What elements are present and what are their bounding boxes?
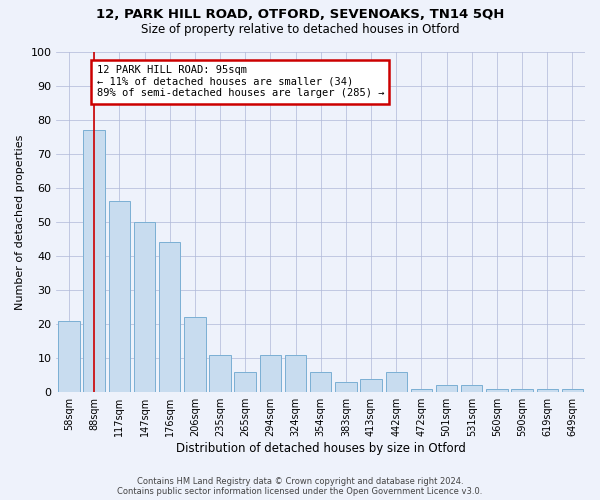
Bar <box>184 318 206 392</box>
Text: 12, PARK HILL ROAD, OTFORD, SEVENOAKS, TN14 5QH: 12, PARK HILL ROAD, OTFORD, SEVENOAKS, T… <box>96 8 504 20</box>
Bar <box>260 354 281 392</box>
Bar <box>486 389 508 392</box>
Text: Size of property relative to detached houses in Otford: Size of property relative to detached ho… <box>140 22 460 36</box>
Bar <box>159 242 181 392</box>
Bar <box>511 389 533 392</box>
Bar <box>209 354 231 392</box>
Text: Contains HM Land Registry data © Crown copyright and database right 2024.
Contai: Contains HM Land Registry data © Crown c… <box>118 476 482 496</box>
Bar <box>335 382 356 392</box>
Y-axis label: Number of detached properties: Number of detached properties <box>15 134 25 310</box>
Bar <box>83 130 105 392</box>
Bar <box>536 389 558 392</box>
Bar <box>310 372 331 392</box>
Bar <box>436 386 457 392</box>
Bar <box>562 389 583 392</box>
Text: 12 PARK HILL ROAD: 95sqm
← 11% of detached houses are smaller (34)
89% of semi-d: 12 PARK HILL ROAD: 95sqm ← 11% of detach… <box>97 65 384 98</box>
Bar <box>285 354 306 392</box>
X-axis label: Distribution of detached houses by size in Otford: Distribution of detached houses by size … <box>176 442 466 455</box>
Bar <box>58 320 80 392</box>
Bar <box>134 222 155 392</box>
Bar <box>386 372 407 392</box>
Bar <box>410 389 432 392</box>
Bar <box>235 372 256 392</box>
Bar <box>109 202 130 392</box>
Bar <box>461 386 482 392</box>
Bar <box>361 378 382 392</box>
